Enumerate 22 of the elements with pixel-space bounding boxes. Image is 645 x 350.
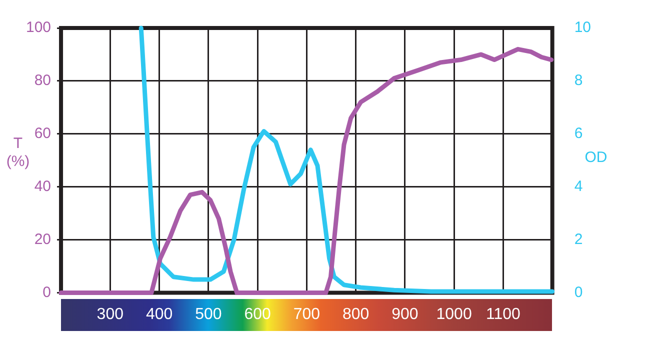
x-tick-label: 400 <box>146 306 173 323</box>
y-tick-label: 60 <box>34 125 52 142</box>
y-tick-label: 0 <box>42 284 52 301</box>
x-tick-label: 800 <box>342 306 370 323</box>
y2-tick-label: 10 <box>574 19 592 36</box>
y-tick-label: 80 <box>34 72 52 90</box>
x-tick-label: 1100 <box>486 306 520 323</box>
y2-tick-label: 6 <box>574 125 583 142</box>
x-tick-label: 900 <box>392 306 418 323</box>
x-tick-label: 500 <box>195 306 222 323</box>
y2-tick-label: 2 <box>574 230 583 248</box>
y-axis-title: T (%) <box>6 135 30 170</box>
y-tick-label: 100 <box>26 19 52 36</box>
y-tick-label: 20 <box>34 230 52 248</box>
y-tick-label: 40 <box>34 178 52 196</box>
y2-tick-label: 0 <box>574 284 583 301</box>
y2-tick-label: 8 <box>574 72 583 90</box>
x-tick-label: 1000 <box>436 306 472 323</box>
x-tick-label: 700 <box>293 306 320 323</box>
y2-tick-label: 4 <box>574 178 583 196</box>
y2-axis-title: OD <box>584 149 608 166</box>
x-tick-label: 300 <box>96 306 124 323</box>
